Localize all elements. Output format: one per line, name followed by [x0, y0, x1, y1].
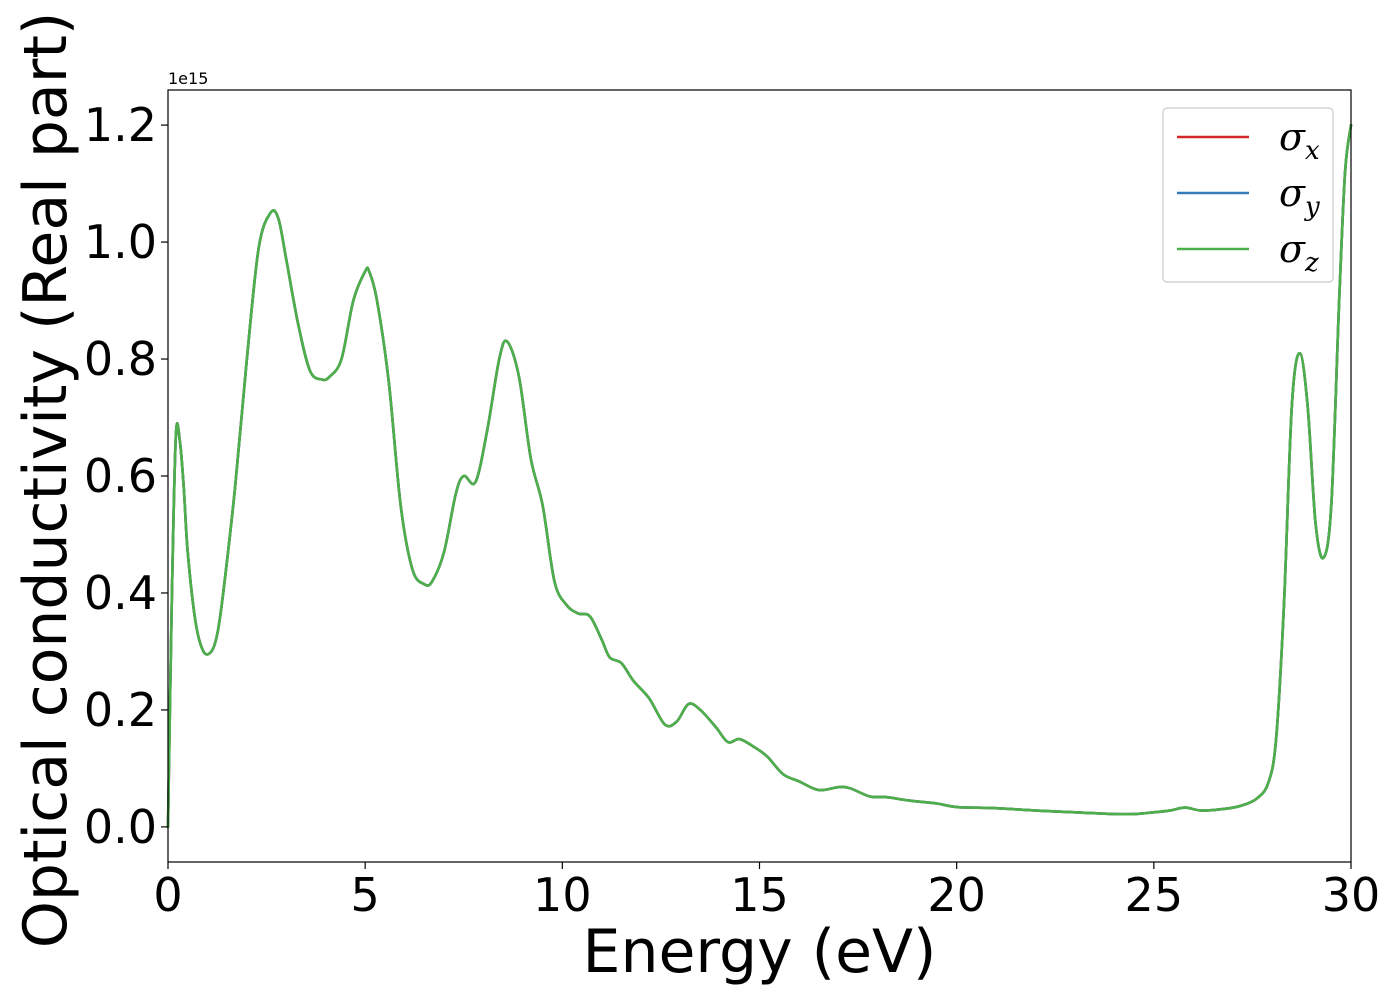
x-tick-label: 30	[1322, 868, 1381, 922]
x-axis-label: Energy (eV)	[583, 917, 937, 987]
legend-label-subscript: z	[1304, 248, 1319, 278]
y-tick-label: 1.2	[84, 98, 157, 152]
legend-label-subscript: x	[1305, 136, 1320, 166]
plot-background	[168, 90, 1351, 862]
x-axis: 0 5 10 15 20 25 30	[153, 862, 1380, 922]
legend-label-base: σ	[1279, 227, 1306, 271]
x-tick-label: 5	[351, 868, 380, 922]
y-tick-label: 0.4	[84, 566, 157, 620]
x-tick-label: 25	[1125, 868, 1184, 922]
legend-label-subscript: y	[1304, 192, 1320, 222]
x-tick-label: 20	[927, 868, 986, 922]
x-tick-label: 10	[533, 868, 592, 922]
y-offset-label: 1e15	[168, 69, 208, 88]
y-axis-label: Optical conductivity (Real part)	[11, 12, 81, 949]
series-line-z	[166, 123, 1353, 829]
y-tick-label: 1.0	[84, 215, 157, 269]
y-tick-label: 0.2	[84, 683, 157, 737]
legend-frame	[1162, 107, 1334, 283]
series-layer	[166, 123, 1353, 829]
y-tick-label: 0.8	[84, 332, 157, 386]
y-tick-label: 0.6	[84, 449, 157, 503]
x-tick-label: 0	[153, 868, 182, 922]
x-tick-label: 15	[730, 868, 789, 922]
legend-label-z: σz	[1279, 227, 1319, 278]
y-tick-label: 0.0	[84, 800, 157, 854]
legend-label-y: σy	[1279, 171, 1320, 222]
legend-label-x: σx	[1279, 115, 1320, 166]
legend-label-base: σ	[1279, 115, 1306, 159]
y-axis: 0.0 0.2 0.4 0.6 0.8 1.0 1.2	[84, 98, 168, 854]
legend-label-base: σ	[1279, 171, 1306, 215]
